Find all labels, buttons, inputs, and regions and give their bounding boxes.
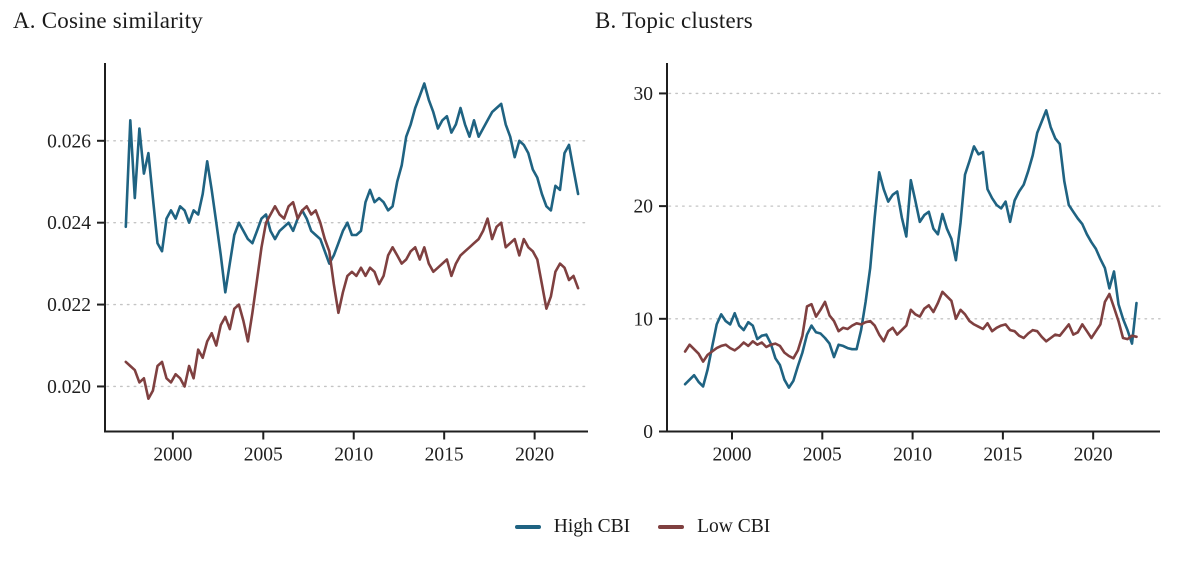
y-tick-label: 30 <box>634 84 654 105</box>
legend: High CBI Low CBI <box>52 516 1181 538</box>
y-tick-label: 0.022 <box>47 295 91 316</box>
y-tick-label: 20 <box>634 197 654 218</box>
series-line-low-cbi <box>124 200 580 401</box>
legend-label: High CBI <box>553 516 631 537</box>
y-tick-label: 10 <box>634 309 654 330</box>
x-tick-label: 2005 <box>244 445 283 466</box>
x-tick-label: 2020 <box>515 445 554 466</box>
y-tick-label: 0 <box>643 422 653 443</box>
legend-item-high-cbi: High CBI <box>514 516 631 538</box>
x-tick-label: 2000 <box>713 445 752 466</box>
panel-a-title: A. Cosine similarity <box>13 8 203 33</box>
y-tick-label: 0.026 <box>47 131 91 152</box>
panel-b-title: B. Topic clusters <box>595 8 753 33</box>
series-line-low-cbi <box>683 290 1138 363</box>
legend-swatch <box>514 525 541 529</box>
x-tick-label: 2015 <box>425 445 464 466</box>
legend-swatch <box>658 525 685 529</box>
x-tick-label: 2000 <box>153 445 192 466</box>
x-tick-label: 2015 <box>983 445 1022 466</box>
legend-item-low-cbi: Low CBI <box>658 516 770 538</box>
y-tick-label: 0.024 <box>47 213 91 234</box>
x-tick-label: 2020 <box>1074 445 1113 466</box>
series-line-high-cbi <box>683 109 1138 389</box>
x-tick-label: 2005 <box>803 445 842 466</box>
legend-label: Low CBI <box>697 516 771 537</box>
x-tick-label: 2010 <box>334 445 373 466</box>
x-tick-label: 2010 <box>893 445 932 466</box>
series-line-high-cbi <box>124 82 580 294</box>
y-tick-label: 0.020 <box>47 377 91 398</box>
